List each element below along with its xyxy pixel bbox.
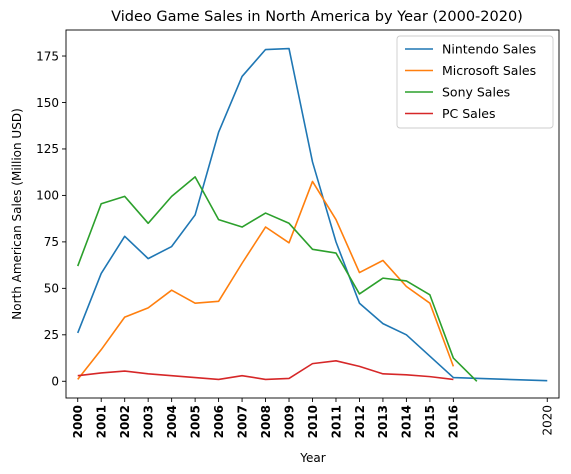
x-tick-label: 2005 [188, 405, 202, 438]
chart-title: Video Game Sales in North America by Yea… [111, 9, 523, 25]
legend-label: Nintendo Sales [442, 42, 536, 57]
x-tick-label: 2013 [376, 405, 390, 438]
y-tick-label: 150 [36, 96, 59, 110]
y-tick-label: 0 [51, 375, 59, 389]
y-tick-label: 75 [44, 235, 59, 249]
y-tick-label: 100 [36, 189, 59, 203]
series-line-sony-sales [76, 176, 478, 382]
x-tick-label: 2000 [71, 405, 85, 438]
plot-area: 0 25 50 75 100 125 150 175 2000 2001 2002 2003 2004 2… [36, 29, 560, 438]
series-line-nintendo-sales [76, 47, 548, 382]
y-axis-label: North American Sales (Million USD) [10, 108, 24, 320]
x-tick-label: 2011 [329, 405, 343, 438]
x-tick-label: 2003 [141, 405, 155, 438]
legend: Nintendo Sales Microsoft Sales Sony Sales P… [396, 35, 554, 129]
y-tick-label: 25 [44, 328, 59, 342]
legend-label: Microsoft Sales [442, 63, 536, 78]
y-tick-label: 175 [36, 49, 59, 63]
y-tick-label: 125 [36, 142, 59, 156]
x-tick-label: 2001 [95, 405, 109, 438]
x-tick-label: 2016 [447, 405, 461, 438]
x-tick-label: 2004 [165, 405, 179, 438]
y-tick-label: 50 [44, 282, 59, 296]
x-tick-label: 2009 [282, 405, 296, 438]
x-tick-label: 2010 [306, 405, 320, 438]
legend-label: Sony Sales [442, 85, 510, 100]
x-tick-label: 2006 [212, 405, 226, 438]
series-line-pc-sales [77, 360, 454, 381]
x-tick-label: 2014 [400, 405, 414, 438]
x-tick-label: 2015 [423, 405, 437, 438]
x-tick-label: 2008 [259, 405, 273, 438]
legend-box [396, 35, 554, 129]
x-tick-label: 2007 [235, 405, 249, 438]
x-tick-label: 2020 [541, 405, 555, 436]
x-tick-label: 2012 [353, 405, 367, 438]
legend-label: PC Sales [442, 106, 496, 121]
series-line-microsoft-sales [77, 180, 455, 380]
x-axis-label: Year [299, 451, 325, 465]
x-tick-label: 2002 [118, 405, 132, 438]
